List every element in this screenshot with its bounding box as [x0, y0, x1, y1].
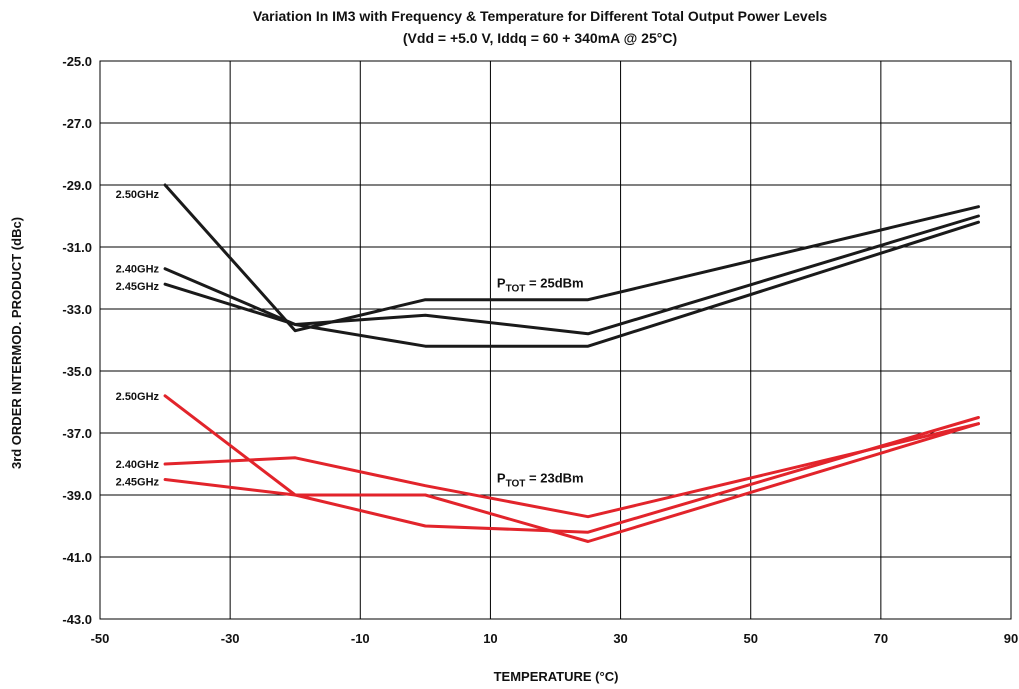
- series-labels: 2.50GHz 2.40GHz 2.45GHz 2.50GHz 2.40GHz 2.45G…: [116, 189, 160, 489]
- y-tick-label: -33.0: [62, 302, 92, 317]
- series-label: 2.50GHz: [116, 189, 160, 201]
- y-tick-label: -37.0: [62, 426, 92, 441]
- y-axis-label: 3rd ORDER INTERMOD. PRODUCT (dBc): [9, 217, 24, 469]
- y-tick-label: -39.0: [62, 488, 92, 503]
- x-tick-label: 70: [874, 631, 888, 646]
- y-tick-label: -25.0: [62, 54, 92, 69]
- series-label: 2.45GHz: [116, 477, 160, 489]
- y-tick-label: -43.0: [62, 612, 92, 627]
- grid-lines: [99, 60, 1012, 620]
- series-line: [163, 220, 980, 348]
- x-tick-label: -30: [221, 631, 240, 646]
- series-label: 2.45GHz: [116, 281, 160, 293]
- x-tick-label: 10: [483, 631, 497, 646]
- series-label: 2.40GHz: [116, 459, 160, 471]
- series-label: 2.50GHz: [116, 391, 160, 403]
- chart-subtitle: (Vdd = +5.0 V, Iddq = 60 + 340mA @ 25°C): [403, 30, 677, 46]
- power-level-annotation: PTOT = 25dBm: [497, 275, 584, 294]
- x-tick-label: 50: [743, 631, 757, 646]
- y-tick-label: -29.0: [62, 178, 92, 193]
- x-tick-label: -10: [351, 631, 370, 646]
- series-lines: [163, 183, 980, 543]
- y-tick-label: -31.0: [62, 240, 92, 255]
- y-tick-label: -35.0: [62, 364, 92, 379]
- x-axis-label: TEMPERATURE (°C): [494, 669, 619, 684]
- x-tick-label: 30: [613, 631, 627, 646]
- series-label: 2.40GHz: [116, 264, 160, 276]
- plot-frame: [99, 60, 1012, 620]
- annotations: PTOT = 25dBm PTOT = 23dBm: [497, 275, 584, 489]
- x-tick-label: -50: [91, 631, 110, 646]
- tick-labels: -50 -30 -10 10 30 50 70 90 -25.0 -27.0 -29.0 -31.0 -…: [62, 54, 1018, 646]
- y-tick-label: -41.0: [62, 550, 92, 565]
- series-line: [163, 394, 980, 543]
- y-tick-label: -27.0: [62, 116, 92, 131]
- x-tick-label: 90: [1004, 631, 1018, 646]
- series-line: [163, 422, 980, 519]
- series-line: [163, 183, 980, 333]
- power-level-annotation: PTOT = 23dBm: [497, 471, 584, 490]
- chart-title: Variation In IM3 with Frequency & Temper…: [253, 8, 828, 24]
- series-line: [163, 416, 980, 534]
- series-line: [163, 214, 980, 336]
